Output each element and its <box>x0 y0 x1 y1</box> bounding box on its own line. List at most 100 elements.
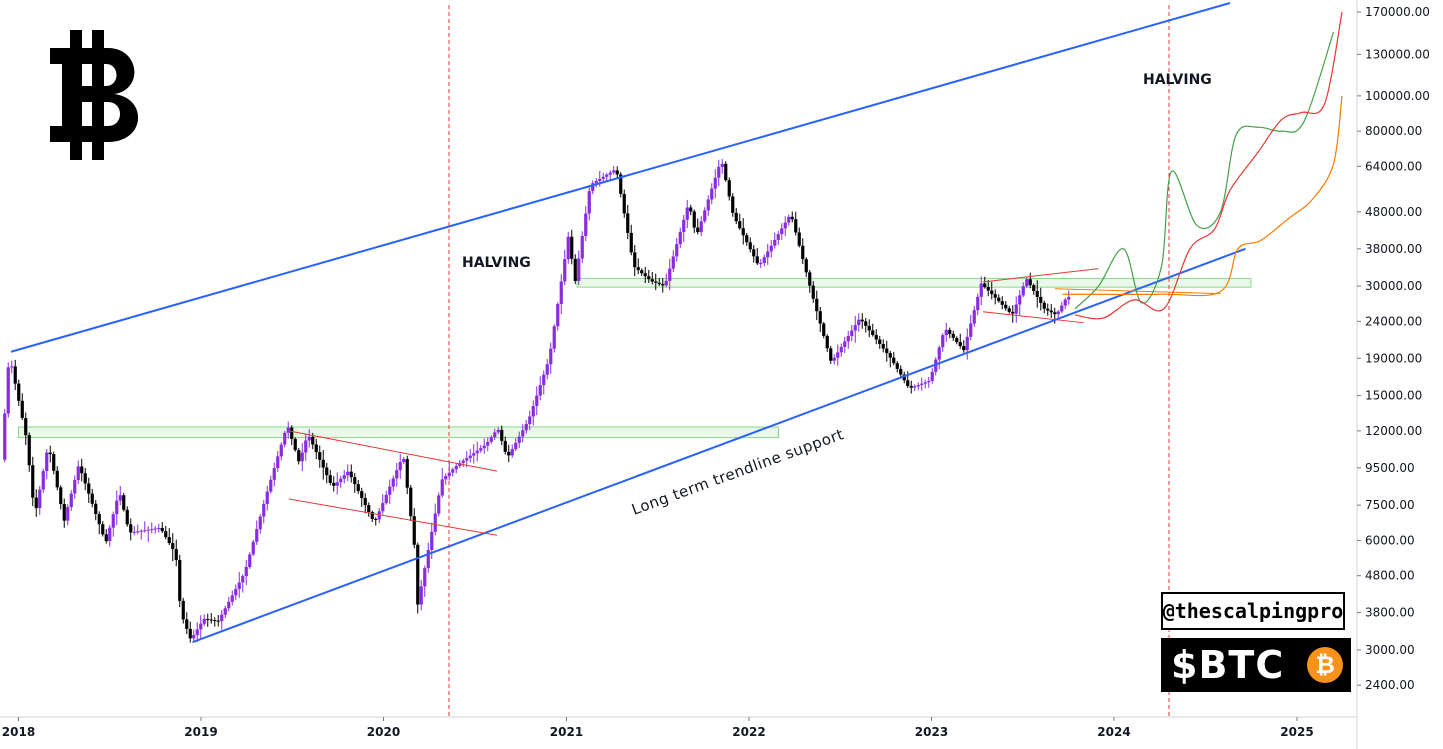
x-tick-label: 2018 <box>2 725 35 739</box>
candle <box>612 165 616 175</box>
candle-body <box>895 363 899 369</box>
candle <box>468 449 472 463</box>
candle <box>227 596 231 612</box>
candle <box>55 466 59 491</box>
candle-body <box>699 221 703 233</box>
bitcoin-coin-icon: ₿ <box>1307 647 1343 683</box>
candle-body <box>269 479 273 492</box>
candle-body <box>1039 296 1043 303</box>
resistance-zone-2019 <box>18 426 779 439</box>
candle-body <box>794 219 798 233</box>
candle <box>542 370 546 395</box>
candle-body <box>461 460 465 464</box>
candle <box>66 504 70 526</box>
candle-body <box>1060 305 1064 312</box>
candle-body <box>941 335 945 348</box>
candle-body <box>437 495 441 514</box>
candle <box>384 490 388 505</box>
candle <box>213 617 217 627</box>
candle <box>871 323 875 337</box>
candle <box>104 529 108 544</box>
candle-body <box>402 459 406 463</box>
candle-body <box>752 249 756 257</box>
candle <box>790 211 794 223</box>
candle <box>745 232 749 246</box>
candle-body <box>1028 279 1032 286</box>
candle-body <box>188 628 192 639</box>
candle-body <box>587 191 591 214</box>
candle-body <box>178 560 182 601</box>
candle <box>811 281 815 303</box>
candle <box>997 294 1001 303</box>
candle <box>927 376 931 388</box>
candle-body <box>472 453 476 456</box>
candle <box>1021 282 1025 298</box>
candle <box>699 216 703 237</box>
candle-body <box>41 471 45 490</box>
candle <box>944 322 948 342</box>
candle <box>965 328 969 360</box>
candle <box>353 472 357 493</box>
candle-body <box>993 294 997 298</box>
candle <box>864 317 868 333</box>
candle-body <box>573 258 577 281</box>
candle-body <box>90 493 94 504</box>
candle-body <box>668 268 672 281</box>
candle <box>272 462 276 487</box>
candle <box>318 445 322 468</box>
candle <box>122 492 126 512</box>
candle <box>1011 305 1015 323</box>
candle <box>734 208 738 225</box>
candle-body <box>388 486 392 495</box>
candle-body <box>612 170 616 173</box>
candle <box>447 461 451 481</box>
candle-body <box>391 478 395 487</box>
candle <box>321 450 325 480</box>
candle-body <box>255 529 259 542</box>
candle-body <box>199 623 203 630</box>
candle <box>223 605 227 619</box>
candle <box>500 425 504 446</box>
candle <box>552 324 556 353</box>
candle <box>787 214 791 226</box>
candle <box>524 419 528 434</box>
y-tick-label: 48000.00 <box>1365 205 1422 219</box>
candle <box>986 279 990 297</box>
candle <box>748 237 752 253</box>
candle <box>654 273 658 291</box>
candle-body <box>311 436 315 445</box>
candle-body <box>87 483 91 494</box>
candle <box>24 412 28 445</box>
y-tick-label: 9500.00 <box>1365 461 1415 475</box>
candle <box>1046 303 1050 316</box>
candle-body <box>153 528 157 530</box>
candle-body <box>31 465 35 498</box>
candle <box>465 451 469 468</box>
candle <box>279 442 283 461</box>
candle-body <box>10 366 14 368</box>
candle <box>426 542 430 573</box>
candle-body <box>409 487 413 517</box>
candle <box>804 257 808 278</box>
candle-body <box>738 221 742 229</box>
x-tick-label: 2022 <box>732 725 765 739</box>
candle <box>839 343 843 357</box>
projection-green <box>1074 31 1335 310</box>
candle <box>13 359 17 391</box>
candle <box>328 469 332 486</box>
candle-body <box>741 228 745 236</box>
candle <box>307 429 311 448</box>
candle-body <box>661 284 665 286</box>
projections-layer <box>1062 11 1343 320</box>
candle <box>482 438 486 454</box>
candle-body <box>66 507 70 521</box>
candle <box>202 614 206 626</box>
candle-body <box>839 346 843 353</box>
candle <box>850 325 854 342</box>
candle <box>822 321 826 339</box>
candle-body <box>615 170 619 175</box>
candle-body <box>566 236 570 260</box>
y-tick-label: 2400.00 <box>1365 678 1415 692</box>
candle-body <box>808 272 812 286</box>
candle-body <box>381 503 385 512</box>
